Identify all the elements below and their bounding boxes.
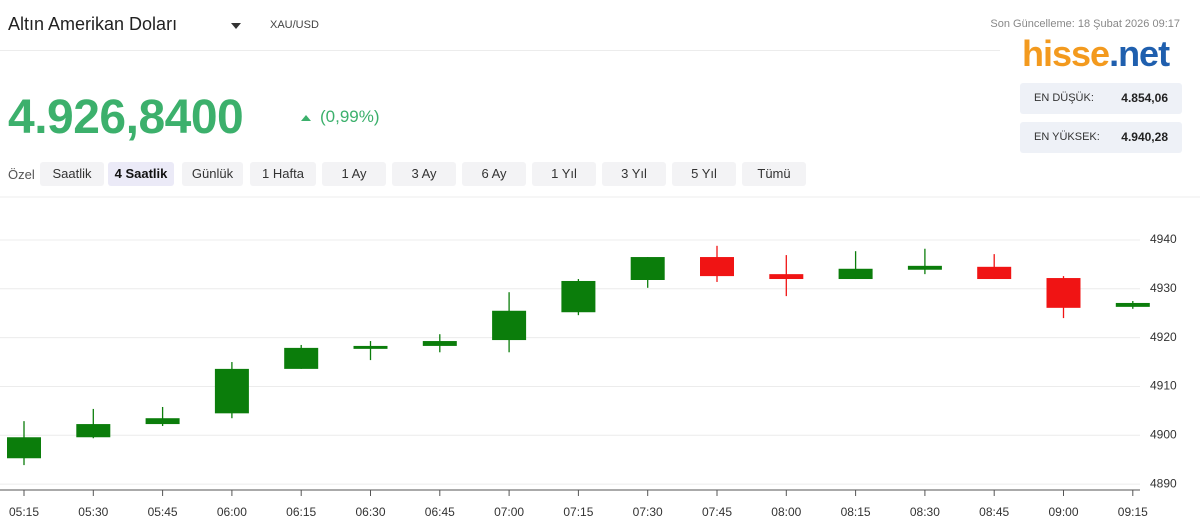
range-tab[interactable]: Günlük <box>182 162 243 186</box>
candle-body <box>1046 278 1081 308</box>
x-tick-label: 06:00 <box>217 505 247 519</box>
candle-body <box>630 257 665 280</box>
range-tab[interactable]: 4 Saatlik <box>108 162 174 186</box>
x-tick-label: 08:15 <box>841 505 871 519</box>
x-tick-label: 05:15 <box>9 505 39 519</box>
separator <box>0 50 1000 51</box>
stat-box: EN YÜKSEK: 4.940,28 <box>1020 122 1182 153</box>
logo-part: .net <box>1109 33 1170 74</box>
candle-body <box>76 424 111 438</box>
y-tick-label: 4910 <box>1150 379 1177 393</box>
symbol: XAU/USD <box>270 19 319 31</box>
stat-box: EN DÜŞÜK: 4.854,06 <box>1020 83 1182 114</box>
x-tick-label: 09:15 <box>1118 505 1148 519</box>
candle-body <box>145 418 180 425</box>
y-tick-label: 4900 <box>1150 427 1177 441</box>
range-tab[interactable]: 1 Yıl <box>532 162 596 186</box>
y-tick-label: 4890 <box>1150 476 1177 490</box>
x-tick-label: 07:45 <box>702 505 732 519</box>
range-tab[interactable]: Saatlik <box>40 162 104 186</box>
x-tick-label: 06:45 <box>425 505 455 519</box>
stat-value: 4.940,28 <box>1121 130 1168 144</box>
x-tick-label: 06:30 <box>355 505 385 519</box>
candle-body <box>492 310 527 341</box>
candle-body <box>353 345 388 349</box>
x-tick-label: 07:00 <box>494 505 524 519</box>
candle-body <box>1115 302 1150 307</box>
candle-body <box>561 280 596 313</box>
x-tick-label: 07:15 <box>563 505 593 519</box>
stat-value: 4.854,06 <box>1121 91 1168 105</box>
logo-part: hisse <box>1022 33 1110 74</box>
y-tick-label: 4940 <box>1150 232 1177 246</box>
candle-body <box>907 265 942 270</box>
range-tab[interactable]: 1 Hafta <box>250 162 316 186</box>
logo: hisse.net <box>1022 33 1170 75</box>
stat-label: EN YÜKSEK: <box>1034 131 1100 143</box>
chart: 4890 4900 4910 4920 4930 4940 05:15 05:30 05:45 0… <box>0 196 1200 519</box>
range-tab[interactable]: 5 Yıl <box>672 162 736 186</box>
x-tick-label: 08:45 <box>979 505 1009 519</box>
x-tick-label: 06:15 <box>286 505 316 519</box>
range-tab[interactable]: 3 Yıl <box>602 162 666 186</box>
last-updated: Son Güncelleme: 18 Şubat 2026 09:17 <box>990 18 1180 30</box>
candle-body <box>422 341 457 346</box>
x-tick-label: 05:30 <box>78 505 108 519</box>
candle-body <box>769 274 804 280</box>
stat-label: EN DÜŞÜK: <box>1034 92 1094 104</box>
instrument-title[interactable]: Altın Amerikan Doları <box>8 14 178 34</box>
x-tick-label: 09:00 <box>1048 505 1078 519</box>
price-change: (0,99%) <box>320 107 380 126</box>
candle-body <box>214 368 249 414</box>
range-label: Özel <box>8 167 35 182</box>
candle-body <box>838 268 873 280</box>
price: 4.926,8400 <box>8 91 244 144</box>
up-arrow-icon <box>301 115 311 121</box>
candle-body <box>284 347 319 369</box>
y-tick-label: 4920 <box>1150 330 1177 344</box>
range-tab[interactable]: 1 Ay <box>322 162 386 186</box>
x-tick-label: 07:30 <box>633 505 663 519</box>
range-tab[interactable]: 3 Ay <box>392 162 456 186</box>
x-tick-label: 08:30 <box>910 505 940 519</box>
dropdown-icon[interactable] <box>230 22 242 30</box>
candle-body <box>977 266 1012 280</box>
x-tick-label: 08:00 <box>771 505 801 519</box>
candle-body <box>700 257 734 277</box>
y-tick-label: 4930 <box>1150 281 1177 295</box>
range-tab[interactable]: Tümü <box>742 162 806 186</box>
candle-body <box>7 437 41 459</box>
x-tick-label: 05:45 <box>148 505 178 519</box>
range-tab[interactable]: 6 Ay <box>462 162 526 186</box>
